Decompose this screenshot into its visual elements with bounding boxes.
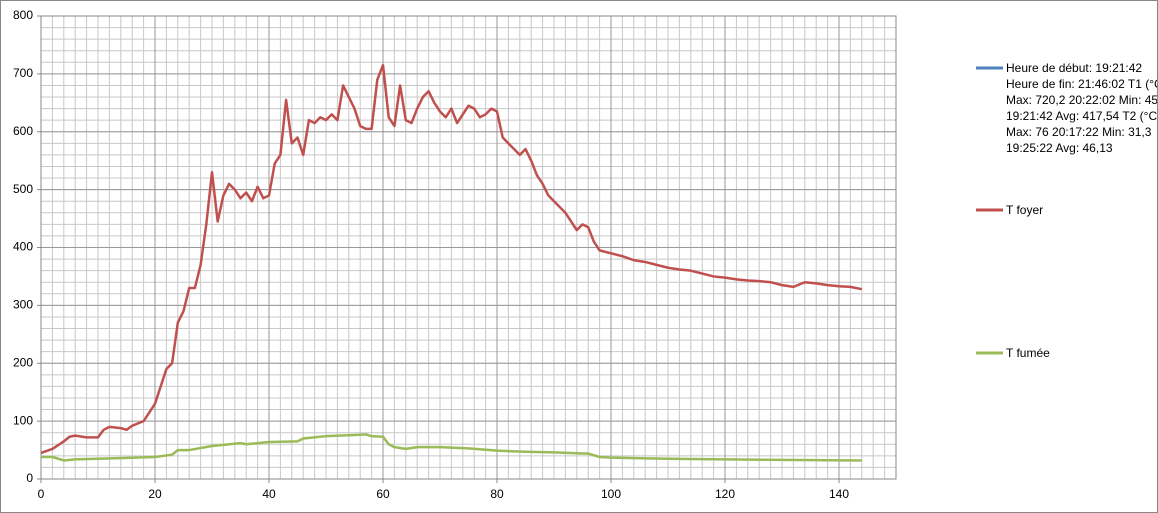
x-tick-label: 0 (38, 487, 45, 501)
x-tick-label: 40 (262, 487, 276, 501)
y-tick-label: 300 (13, 298, 33, 312)
x-tick-label: 120 (715, 487, 735, 501)
x-tick-label: 100 (601, 487, 621, 501)
y-tick-label: 0 (26, 471, 33, 485)
data-line (40, 63, 863, 455)
legend-label: T fumée (1006, 346, 1050, 360)
data-line (41, 433, 862, 462)
y-tick-label: 100 (13, 413, 33, 427)
y-tick-label: 400 (13, 240, 33, 254)
legend-label: T foyer (1006, 203, 1044, 217)
plot-area-border (40, 15, 897, 480)
y-tick-label: 700 (13, 66, 33, 80)
x-tick-label: 20 (148, 487, 162, 501)
y-tick-label: 800 (13, 8, 33, 22)
x-tick-label: 60 (376, 487, 390, 501)
y-tick-label: 200 (13, 355, 33, 369)
legend-label: Heure de début: 19:21:42 Heure de fin: 2… (1006, 61, 1158, 155)
y-tick-label: 600 (13, 124, 33, 138)
y-tick-label: 500 (13, 182, 33, 196)
x-tick-label: 80 (490, 487, 504, 501)
x-tick-label: 140 (829, 487, 849, 501)
